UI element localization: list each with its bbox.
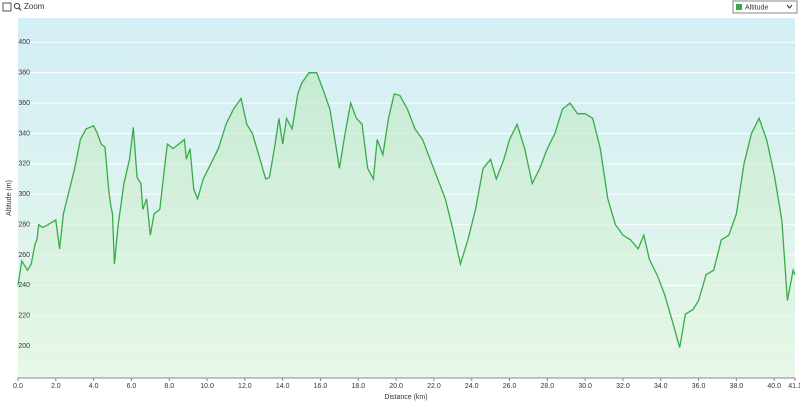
x-tick-label: 28.0 xyxy=(541,383,555,390)
legend-label[interactable]: Altitude xyxy=(745,4,768,11)
x-tick-label: 2.0 xyxy=(51,383,61,390)
x-tick-label: 41.1 xyxy=(788,383,800,390)
x-tick-label: 40.0 xyxy=(767,383,781,390)
y-tick-label: 200 xyxy=(18,343,30,350)
x-tick-label: 10.0 xyxy=(200,383,214,390)
x-tick-label: 12.0 xyxy=(238,383,252,390)
y-tick-label: 380 xyxy=(18,70,30,77)
zoom-checkbox[interactable] xyxy=(2,2,12,12)
legend-swatch xyxy=(736,4,742,10)
x-tick-label: 16.0 xyxy=(314,383,328,390)
x-tick-label: 30.0 xyxy=(578,383,592,390)
x-tick-label: 36.0 xyxy=(692,383,706,390)
x-tick-label: 18.0 xyxy=(351,383,365,390)
zoom-icon xyxy=(13,2,22,11)
x-tick-label: 6.0 xyxy=(127,383,137,390)
series-dropdown[interactable] xyxy=(732,0,798,14)
y-tick-label: 280 xyxy=(18,221,30,228)
x-tick-label: 24.0 xyxy=(465,383,479,390)
altitude-line xyxy=(17,72,796,348)
area-fill xyxy=(18,72,795,378)
x-tick-label: 22.0 xyxy=(427,383,441,390)
x-tick-label: 20.0 xyxy=(389,383,403,390)
dropdown-arrow xyxy=(786,4,793,9)
y-tick-label: 300 xyxy=(18,191,30,198)
y-tick-label: 360 xyxy=(18,100,30,107)
x-tick-label: 14.0 xyxy=(276,383,290,390)
y-tick-label: 260 xyxy=(18,252,30,259)
x-tick-label: 32.0 xyxy=(616,383,630,390)
x-tick-label: 38.0 xyxy=(730,383,744,390)
x-tick-label: 0.0 xyxy=(13,383,23,390)
y-tick-label: 240 xyxy=(18,282,30,289)
x-axis-title: Distance (km) xyxy=(384,394,427,401)
y-tick-label: 400 xyxy=(18,39,30,46)
y-tick-label: 340 xyxy=(18,130,30,137)
x-tick-label: 4.0 xyxy=(89,383,99,390)
y-axis-title: Altitude (m) xyxy=(6,180,13,216)
y-tick-label: 320 xyxy=(18,161,30,168)
x-tick-label: 34.0 xyxy=(654,383,668,390)
x-tick-label: 8.0 xyxy=(164,383,174,390)
x-tick-label: 26.0 xyxy=(503,383,517,390)
y-tick-label: 220 xyxy=(18,313,30,320)
zoom-label[interactable]: Zoom xyxy=(24,2,45,11)
